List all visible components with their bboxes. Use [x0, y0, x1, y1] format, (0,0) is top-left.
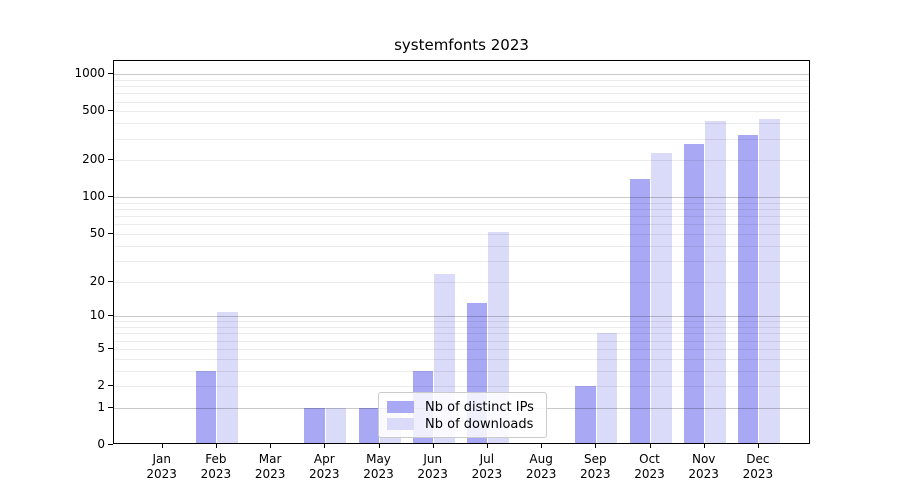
- x-tick-mark-jan: [161, 444, 163, 448]
- bar-distinct-ips-feb: [195, 370, 217, 443]
- y-tick-mark-200: [108, 159, 113, 161]
- chart-title: systemfonts 2023: [394, 36, 529, 54]
- plot-area: [113, 60, 810, 444]
- y-tick-mark-1000: [108, 73, 113, 75]
- y-tick-mark-20: [108, 280, 113, 282]
- gridline-minor-500: [114, 111, 809, 113]
- gridline-minor-30: [114, 260, 809, 262]
- gridline-major-10: [114, 316, 809, 318]
- bar-downloads-dec: [759, 119, 780, 443]
- bar-downloads-feb: [217, 311, 238, 443]
- y-tick-label-500: 500: [82, 103, 105, 118]
- x-tick-mark-jul: [486, 444, 488, 448]
- y-tick-label-100: 100: [82, 189, 105, 204]
- x-tick-mark-may: [378, 444, 380, 448]
- gridline-minor-9: [114, 321, 809, 323]
- y-tick-mark-1: [108, 406, 113, 408]
- x-tick-mark-nov: [703, 444, 705, 448]
- bar-distinct-ips-sep: [575, 386, 596, 443]
- gridline-minor-4: [114, 358, 809, 360]
- y-tick-label-50: 50: [89, 225, 105, 240]
- gridline-minor-7: [114, 333, 809, 335]
- y-tick-mark-50: [108, 232, 113, 234]
- gridline-minor-5: [114, 348, 809, 350]
- gridline-major-1000: [114, 74, 809, 76]
- x-tick-label-jun: Jun 2023: [417, 452, 448, 481]
- x-tick-label-nov: Nov 2023: [688, 452, 719, 481]
- gridline-minor-6: [114, 340, 809, 342]
- gridline-minor-90: [114, 202, 809, 204]
- x-tick-mark-mar: [270, 444, 272, 448]
- gridline-minor-800: [114, 86, 809, 88]
- x-tick-label-jan: Jan 2023: [146, 452, 177, 481]
- bar-distinct-ips-apr: [304, 407, 325, 443]
- x-tick-mark-oct: [649, 444, 651, 448]
- gridline-minor-700: [114, 93, 809, 95]
- gridline-minor-900: [114, 79, 809, 81]
- y-tick-mark-5: [108, 347, 113, 349]
- bar-distinct-ips-oct: [629, 179, 650, 443]
- gridline-minor-40: [114, 245, 809, 247]
- y-tick-label-5: 5: [97, 340, 105, 355]
- gridline-minor-80: [114, 209, 809, 211]
- x-tick-label-feb: Feb 2023: [200, 452, 232, 481]
- legend-entry-distinct-ips: Nb of distinct IPs: [387, 399, 538, 415]
- x-tick-label-dec: Dec 2023: [742, 452, 774, 481]
- x-tick-mark-apr: [324, 444, 326, 448]
- x-tick-label-mar: Mar 2023: [254, 452, 286, 481]
- y-tick-mark-10: [108, 315, 113, 317]
- x-tick-mark-jun: [432, 444, 434, 448]
- x-tick-label-sep: Sep 2023: [580, 452, 611, 481]
- legend-swatch-downloads: [387, 418, 414, 430]
- x-tick-label-oct: Oct 2023: [634, 452, 665, 481]
- gridline-minor-8: [114, 327, 809, 329]
- gridline-minor-3: [114, 370, 809, 372]
- legend-label-downloads: Nb of downloads: [425, 416, 534, 432]
- bar-distinct-ips-nov: [683, 144, 705, 443]
- gridline-minor-60: [114, 224, 809, 226]
- x-tick-mark-aug: [541, 444, 543, 448]
- legend-label-distinct-ips: Nb of distinct IPs: [425, 399, 534, 415]
- legend: Nb of distinct IPs Nb of downloads: [378, 392, 547, 438]
- legend-entry-downloads: Nb of downloads: [387, 416, 538, 432]
- y-tick-label-1000: 1000: [74, 66, 105, 81]
- y-tick-label-0: 0: [97, 437, 105, 451]
- bar-downloads-sep: [596, 333, 618, 443]
- bar-downloads-nov: [705, 120, 726, 443]
- bar-downloads-oct: [651, 152, 672, 443]
- bar-downloads-apr: [325, 407, 347, 443]
- gridline-minor-2: [114, 386, 809, 387]
- x-tick-label-aug: Aug 2023: [525, 452, 557, 481]
- y-tick-label-1: 1: [97, 399, 105, 414]
- y-tick-mark-2: [108, 385, 113, 387]
- x-tick-mark-sep: [595, 444, 597, 448]
- x-tick-mark-dec: [757, 444, 759, 448]
- gridline-minor-70: [114, 216, 809, 218]
- x-tick-mark-feb: [215, 444, 217, 448]
- bar-distinct-ips-may: [358, 407, 379, 443]
- gridline-minor-50: [114, 233, 809, 235]
- x-tick-label-may: May 2023: [363, 452, 394, 481]
- gridline-minor-200: [114, 160, 809, 162]
- legend-swatch-distinct-ips: [387, 401, 414, 413]
- gridline-minor-600: [114, 101, 809, 103]
- y-tick-label-2: 2: [97, 378, 105, 393]
- gridline-minor-400: [114, 123, 809, 125]
- y-tick-mark-0: [108, 444, 113, 445]
- gridline-minor-300: [114, 138, 809, 140]
- x-tick-label-jul: Jul 2023: [471, 452, 503, 481]
- bar-distinct-ips-dec: [737, 135, 759, 443]
- y-tick-mark-500: [108, 110, 113, 112]
- x-tick-label-apr: Apr 2023: [309, 452, 340, 481]
- bar-downloads-jul: [488, 231, 509, 443]
- y-tick-label-20: 20: [89, 273, 105, 288]
- y-tick-label-200: 200: [82, 152, 105, 167]
- gridline-minor-20: [114, 281, 809, 283]
- gridline-major-100: [114, 197, 809, 199]
- y-tick-mark-100: [108, 196, 113, 198]
- y-tick-label-10: 10: [89, 308, 105, 323]
